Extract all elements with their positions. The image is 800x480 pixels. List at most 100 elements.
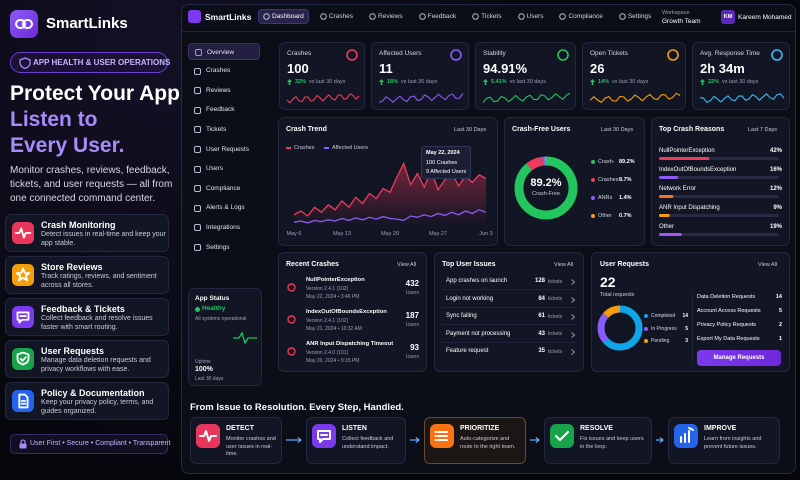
sidebar-label[interactable]: User Requests xyxy=(206,145,249,153)
tab-label[interactable]: Compliance xyxy=(568,13,603,20)
tab-label[interactable]: Tickets xyxy=(481,13,502,20)
workspace-name[interactable]: Growth Team xyxy=(662,18,701,25)
issue-name[interactable]: Sync failing xyxy=(446,313,477,319)
nav-tab[interactable]: Feedback xyxy=(414,9,462,24)
issue-name[interactable]: Feature request xyxy=(446,348,489,354)
step-name: LISTEN xyxy=(342,425,367,432)
icon xyxy=(312,424,336,448)
request-name[interactable]: Privacy Policy Requests xyxy=(697,322,756,328)
kpi-delta: 14% xyxy=(598,79,610,85)
chevron-shape xyxy=(571,331,576,338)
kpi-sparkline xyxy=(589,92,681,104)
workflow-step: PRIORITIZE Auto-categorize and route to t… xyxy=(424,417,526,464)
sidebar-label[interactable]: Crashes xyxy=(206,67,231,75)
sidebar-item[interactable]: Settings xyxy=(188,239,260,256)
sidebar-label[interactable]: Users xyxy=(206,165,223,173)
request-name[interactable]: Data Deletion Requests xyxy=(697,294,756,300)
view-all[interactable]: View All xyxy=(758,262,778,268)
bar-track xyxy=(659,195,779,198)
sidebar-item[interactable]: Feedback xyxy=(188,102,260,119)
tab-label[interactable]: Users xyxy=(526,13,544,20)
nav-tab[interactable]: Settings xyxy=(614,9,657,24)
issue-name[interactable]: App crashes on launch xyxy=(446,278,508,284)
legend-swatch xyxy=(644,339,648,343)
sidebar-item[interactable]: Tickets xyxy=(188,121,260,138)
delta-arrow xyxy=(700,79,705,85)
icon-path xyxy=(434,431,448,441)
tab-label[interactable]: Feedback xyxy=(427,13,457,20)
issue-name[interactable]: Login not working xyxy=(446,295,494,302)
sidebar-label[interactable]: Feedback xyxy=(206,106,235,114)
nav-tab[interactable]: Compliance xyxy=(554,9,607,24)
nav-tab[interactable]: Reviews xyxy=(364,9,408,24)
kpi-card: Avg. Response Time 2h 34m 22% vs last 30 da… xyxy=(692,42,790,110)
icon-path xyxy=(14,227,32,239)
sparkline-path xyxy=(589,92,681,104)
top-reasons-card: Top Crash Reasons Last 7 Days NullPointerE… xyxy=(651,117,790,246)
tab-icon-shape xyxy=(263,13,270,20)
app-status-detail: All systems operational xyxy=(195,316,247,322)
bar-track xyxy=(659,233,779,236)
x-tick-label: May 27 xyxy=(429,231,447,237)
icon-bg xyxy=(550,424,574,448)
card-title: Recent Crashes xyxy=(286,261,339,268)
x-tick-label: May 13 xyxy=(333,231,351,237)
kpi-icon xyxy=(346,49,358,61)
view-all[interactable]: View All xyxy=(397,262,417,268)
sidebar-label[interactable]: Reviews xyxy=(206,86,231,94)
kpi-note: vs last 30 days xyxy=(401,79,438,85)
row-divider xyxy=(442,341,578,343)
workflow-step: RESOLVE Fix issues and keep users in the … xyxy=(544,417,652,464)
sidebar-item[interactable]: Alerts & Logs xyxy=(188,200,260,217)
icon-path xyxy=(16,311,30,324)
tab-label[interactable]: Reviews xyxy=(378,13,403,20)
sidebar-label[interactable]: Overview xyxy=(207,48,235,56)
workflow-step: DETECT Monitor crashes and user issues in… xyxy=(190,417,282,464)
sidebar-item[interactable]: Integrations xyxy=(188,219,260,236)
sidebar-item[interactable]: Crashes xyxy=(188,63,260,80)
nav-tab[interactable]: Users xyxy=(513,9,549,24)
sidebar-label[interactable]: Compliance xyxy=(206,184,241,192)
card-title: User Requests xyxy=(600,261,650,268)
request-name[interactable]: Account Access Requests xyxy=(697,308,761,314)
icon-path xyxy=(15,267,31,282)
icon xyxy=(12,306,34,328)
delta-arrow xyxy=(287,79,292,85)
sidebar-item[interactable]: Compliance xyxy=(188,180,260,197)
period-select[interactable]: Last 30 Days xyxy=(454,127,487,133)
tab-icon xyxy=(517,13,525,20)
feature-desc: Manage data deletion requests and privac… xyxy=(41,357,151,373)
request-name[interactable]: Export My Data Requests xyxy=(697,336,760,342)
sidebar-item[interactable]: Users xyxy=(188,161,260,178)
legend-dot xyxy=(591,178,595,182)
user-name[interactable]: Kareem Mohamed xyxy=(738,14,792,21)
sidebar-item[interactable]: Overview xyxy=(188,43,260,60)
avatar[interactable]: KM xyxy=(721,10,735,24)
view-all[interactable]: View All xyxy=(554,262,574,268)
logo-icon xyxy=(10,10,38,38)
icon-glyph xyxy=(18,393,29,409)
tab-icon-shape xyxy=(517,13,525,20)
chevron xyxy=(571,296,576,303)
manage-button[interactable]: Manage Requests xyxy=(697,350,781,366)
sidebar-label[interactable]: Alerts & Logs xyxy=(206,204,245,212)
nav-tab[interactable]: Crashes xyxy=(315,9,358,24)
period-select[interactable]: Last 30 Days xyxy=(601,127,634,133)
sidebar-label[interactable]: Integrations xyxy=(206,223,240,231)
sidebar-item[interactable]: Reviews xyxy=(188,82,260,99)
legend-dot xyxy=(644,339,648,343)
period-select[interactable]: Last 7 Days xyxy=(748,127,778,133)
chevron xyxy=(571,331,576,338)
step-desc: Collect feedback and understand impact. xyxy=(342,436,394,450)
sidebar-item[interactable]: User Requests xyxy=(188,141,260,158)
crash-unit: Users xyxy=(405,290,419,296)
tab-label[interactable]: Crashes xyxy=(328,13,354,20)
tab-label[interactable]: Settings xyxy=(627,13,652,20)
sidebar-label[interactable]: Settings xyxy=(206,243,230,251)
crash-count: 93 xyxy=(410,343,419,352)
sidebar-label[interactable]: Tickets xyxy=(206,125,227,133)
issue-name[interactable]: Payment not processing xyxy=(446,330,511,337)
nav-tab[interactable]: Dashboard xyxy=(258,9,309,24)
tab-label[interactable]: Dashboard xyxy=(272,13,304,20)
nav-tab[interactable]: Tickets xyxy=(467,9,506,24)
